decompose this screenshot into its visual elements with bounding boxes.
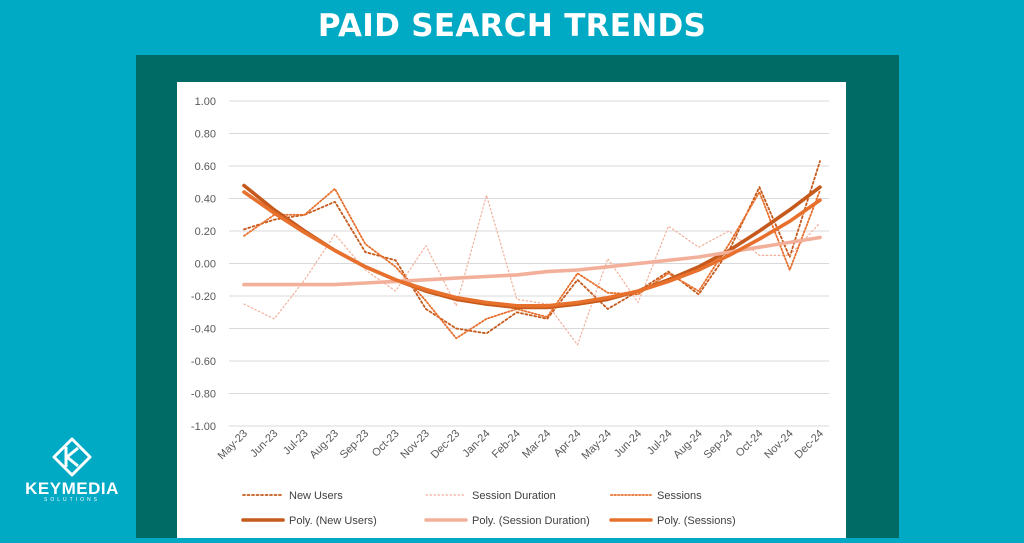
legend-label: New Users: [289, 490, 343, 502]
x-tick-label: Feb-24: [490, 428, 523, 461]
x-tick-label: Mar-24: [520, 428, 553, 461]
legend-label: Session Duration: [472, 490, 556, 502]
legend-label: Poly. (Session Duration): [472, 515, 590, 527]
x-tick-label: Aug-23: [307, 428, 341, 462]
x-tick-label: Nov-23: [398, 428, 432, 462]
x-tick-label: Nov-24: [762, 428, 796, 462]
x-tick-label: Jun-24: [612, 428, 644, 460]
x-tick-label: Dec-23: [429, 428, 463, 462]
y-tick-label: 0.20: [195, 226, 216, 238]
page-title: PAID SEARCH TRENDS: [317, 8, 707, 44]
series-line: [243, 187, 821, 340]
y-tick-label: -1.00: [191, 421, 216, 433]
x-tick-label: Oct-23: [370, 428, 402, 460]
x-tick-label: Sep-23: [338, 428, 372, 462]
x-tick-label: Dec-24: [793, 428, 827, 462]
series-line: [242, 235, 822, 287]
y-tick-label: -0.60: [191, 356, 216, 368]
legend-label: Sessions: [657, 490, 702, 502]
series-line: [242, 190, 822, 308]
y-tick-label: 1.00: [195, 96, 216, 108]
x-tick-label: Sep-24: [702, 428, 736, 462]
y-tick-label: -0.20: [191, 291, 216, 303]
legend-label: Poly. (Sessions): [657, 515, 736, 527]
y-tick-label: 0.60: [195, 161, 216, 173]
y-tick-label: 0.00: [195, 259, 216, 271]
x-tick-label: Aug-24: [671, 428, 705, 462]
series-line: [243, 194, 821, 346]
keymedia-logo: KEYMEDIA SOLUTIONS: [20, 435, 124, 505]
y-tick-label: -0.80: [191, 389, 216, 401]
x-tick-label: Apr-24: [552, 428, 584, 460]
legend-label: Poly. (New Users): [289, 515, 377, 527]
x-tick-label: Oct-24: [734, 428, 766, 460]
x-tick-label: May-23: [216, 428, 250, 462]
line-chart: 1.00 0.80 0.60 0.40 0.20 0.00 -0.20 -0.40 -0.60 -…: [191, 96, 829, 527]
x-tick-label: Jun-23: [248, 428, 280, 460]
logo-tagline: SOLUTIONS: [44, 497, 100, 503]
y-tick-label: 0.40: [195, 194, 216, 206]
chart-panel: 1.00 0.80 0.60 0.40 0.20 0.00 -0.20 -0.40 -0.60 -…: [177, 82, 846, 538]
x-tick-label: Jan-24: [460, 428, 492, 460]
logo-mark-icon: [52, 437, 92, 477]
y-tick-label: -0.40: [191, 324, 216, 336]
y-tick-label: 0.80: [195, 129, 216, 141]
x-tick-label: May-24: [579, 428, 613, 462]
logo-name: KEYMEDIA: [25, 479, 119, 498]
